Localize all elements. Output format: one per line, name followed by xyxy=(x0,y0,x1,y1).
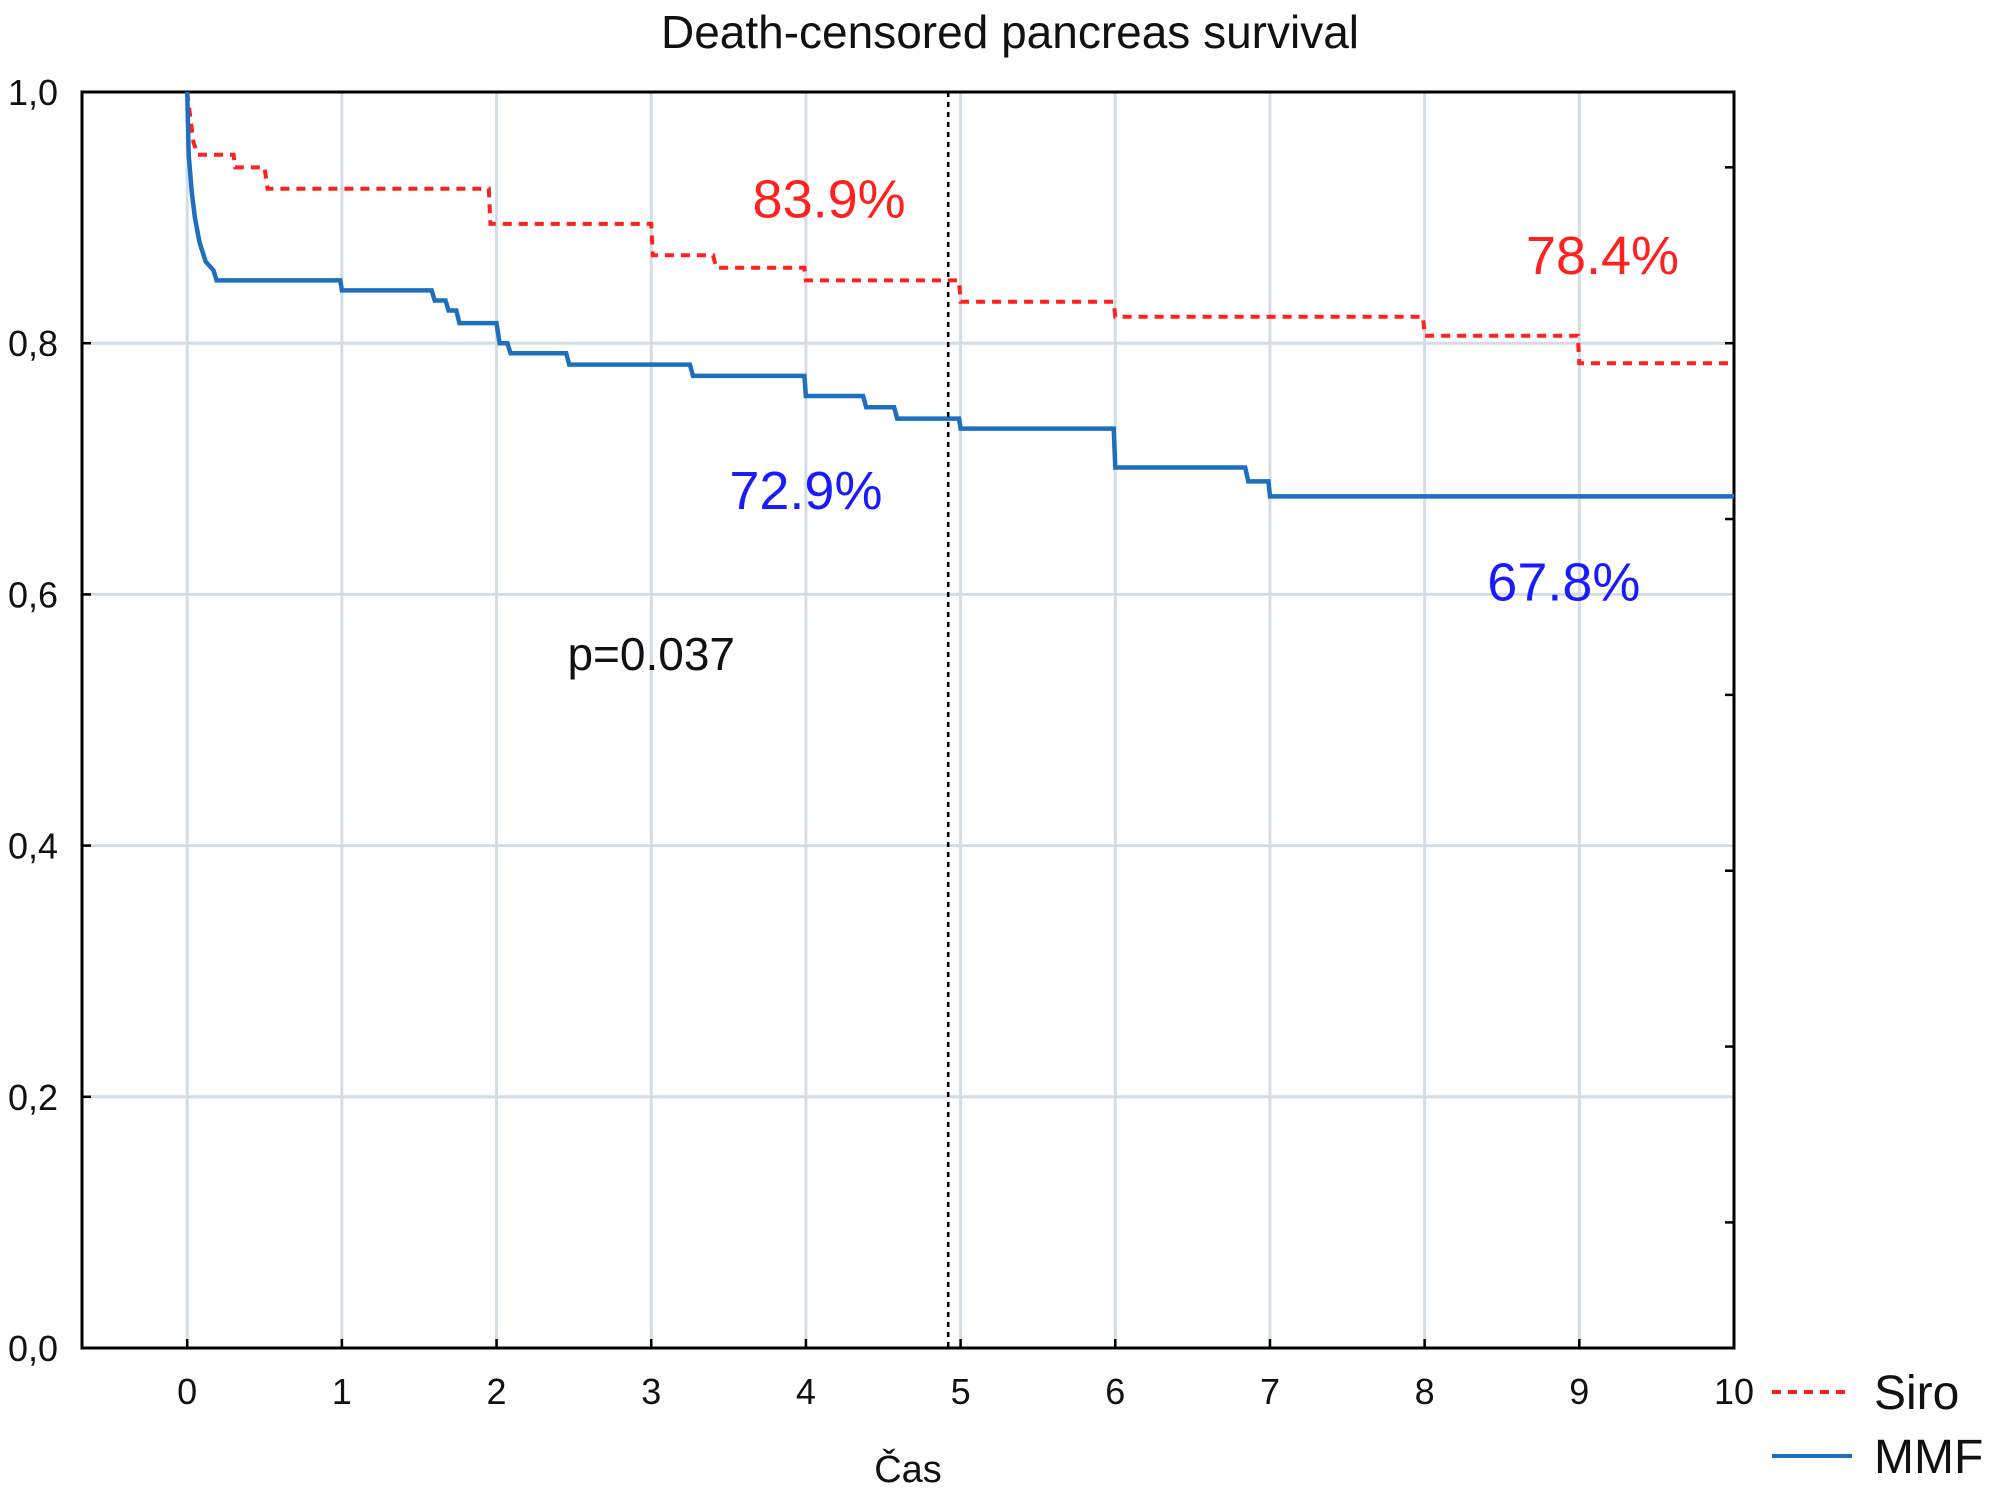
plot-frame xyxy=(80,90,1736,1350)
x-tick-label: 8 xyxy=(1415,1371,1435,1412)
x-tick-label: 7 xyxy=(1260,1371,1280,1412)
x-tick-label: 3 xyxy=(641,1371,661,1412)
survival-percent-label: 78.4% xyxy=(1526,226,1679,286)
x-axis-label: Čas xyxy=(874,1447,942,1491)
x-tick-label: 5 xyxy=(951,1371,971,1412)
legend-label-siro: Siro xyxy=(1874,1367,1959,1420)
y-tick-label: 1,0 xyxy=(8,72,58,113)
legend: Siro MMF xyxy=(1772,1367,1983,1484)
survival-percent-label: 83.9% xyxy=(753,170,906,230)
x-tick-label: 1 xyxy=(332,1371,352,1412)
x-tick-label: 10 xyxy=(1714,1371,1754,1412)
x-tick-label: 6 xyxy=(1105,1371,1125,1412)
y-tick-label: 0,6 xyxy=(8,574,58,615)
survival-percent-label: 72.9% xyxy=(729,461,882,521)
x-tick-label: 0 xyxy=(177,1371,197,1412)
x-tick-label: 9 xyxy=(1569,1371,1589,1412)
series-line-mmf xyxy=(184,91,1734,499)
survival-percent-label: 67.8% xyxy=(1487,553,1640,613)
y-tick-label: 0,8 xyxy=(8,323,58,364)
series-lines xyxy=(184,91,1734,499)
series-line-siro xyxy=(185,91,1734,366)
p-value-label: p=0.037 xyxy=(567,628,735,680)
y-tick-label: 0,4 xyxy=(8,826,58,867)
x-tick-label: 4 xyxy=(796,1371,816,1412)
x-tick-label: 2 xyxy=(487,1371,507,1412)
chart-title: Death-censored pancreas survival xyxy=(661,6,1359,58)
axis-ticks: 0 1 2 3 4 5 6 7 8 9 10 0,0 0,2 0,4 0,6 0,8 1,0 xyxy=(8,72,1754,1412)
y-tick-label: 0,2 xyxy=(8,1077,58,1118)
y-tick-label: 0,0 xyxy=(8,1328,58,1369)
annotations: 83.9% 78.4% 72.9% 67.8% p=0.037 xyxy=(567,170,1679,680)
legend-label-mmf: MMF xyxy=(1874,1431,1983,1484)
